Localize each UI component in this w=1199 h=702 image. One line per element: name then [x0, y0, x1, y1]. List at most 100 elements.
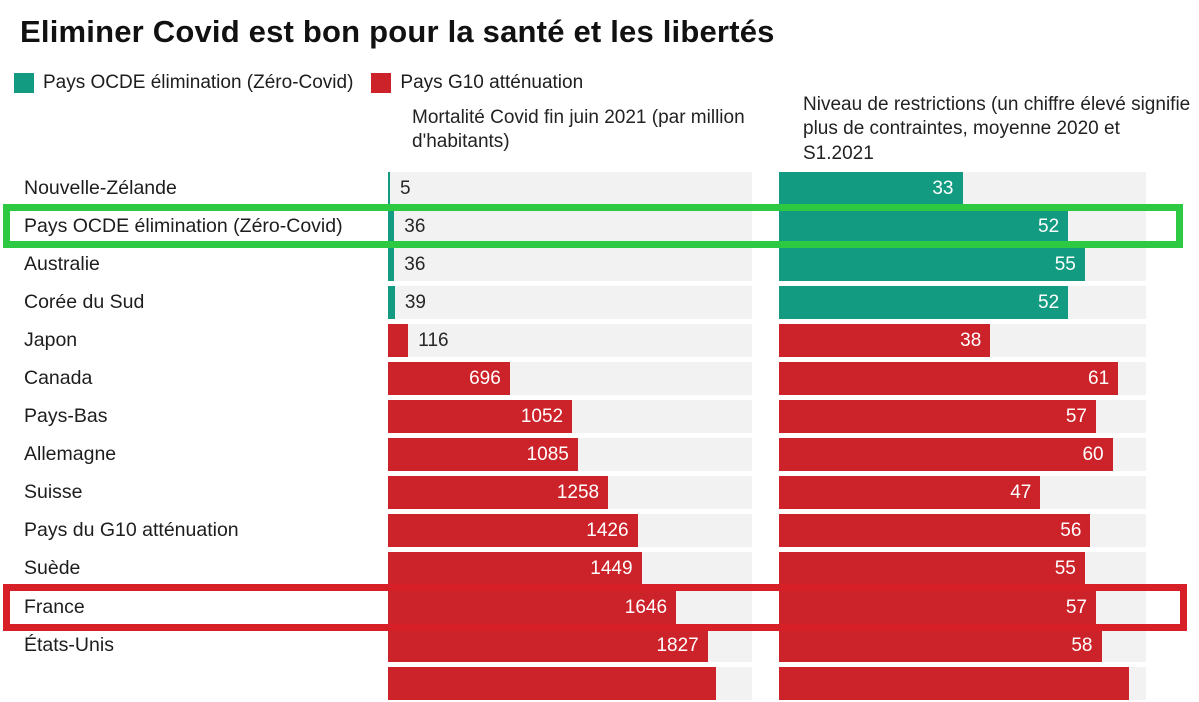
- mortality-value: 1258: [556, 482, 600, 504]
- restrictions-value: 52: [1038, 291, 1060, 313]
- mortality-bar: [388, 171, 390, 205]
- row-label: Nouvelle-Zélande: [24, 176, 177, 199]
- mortality-value: 1646: [624, 596, 668, 618]
- legend-label-elimination: Pays OCDE élimination (Zéro-Covid): [43, 72, 354, 93]
- row-label: Corée du Sud: [24, 290, 145, 313]
- restrictions-bar-track: 57: [779, 400, 1146, 434]
- row-label: Canada: [24, 367, 93, 390]
- mortality-bar-track: 36: [388, 209, 752, 243]
- mortality-value: 36: [404, 253, 426, 275]
- mortality-bar-track: 1827: [388, 628, 752, 662]
- row-label: Australie: [24, 252, 100, 275]
- restrictions-bar-track: 61: [779, 362, 1146, 396]
- restrictions-value: 58: [1071, 634, 1093, 656]
- restrictions-bar: 55: [779, 247, 1085, 281]
- column-header-restrictions: Niveau de restrictions (un chiffre élevé…: [803, 94, 1191, 164]
- mortality-bar: 1449: [388, 552, 642, 586]
- restrictions-value: 55: [1054, 558, 1076, 580]
- table-row: États-Unis 1827 58: [0, 626, 1199, 664]
- column-gap: [752, 362, 779, 396]
- mortality-bar-track: 1449: [388, 552, 752, 586]
- restrictions-value: 57: [1065, 596, 1087, 618]
- row-label: Pays du G10 atténuation: [24, 519, 239, 542]
- restrictions-bar-track: 38: [779, 323, 1146, 357]
- mortality-value: 36: [404, 215, 426, 237]
- mortality-bar: [388, 209, 395, 243]
- table-row: Pays-Bas 1052 57: [0, 398, 1199, 436]
- table-row: Allemagne 1085 60: [0, 436, 1199, 474]
- restrictions-value: 61: [1088, 368, 1110, 390]
- table-row: Australie 36 55: [0, 245, 1199, 283]
- mortality-value: 116: [418, 329, 449, 351]
- table-row: Nouvelle-Zélande 5 33: [0, 169, 1199, 207]
- restrictions-bar: 55: [779, 552, 1085, 586]
- table-row: France 1646 57: [0, 584, 1199, 632]
- legend-swatch-elimination-icon: [14, 73, 34, 93]
- restrictions-bar-track: 60: [779, 438, 1146, 472]
- mortality-bar-track: 696: [388, 362, 752, 396]
- restrictions-bar-track: 58: [779, 628, 1146, 662]
- table-row: Canada 696 61: [0, 359, 1199, 397]
- mortality-bar: 696: [388, 362, 510, 396]
- restrictions-value: 52: [1038, 215, 1060, 237]
- legend-swatch-attenuation-icon: [371, 73, 392, 93]
- restrictions-bar-track: 55: [779, 247, 1146, 281]
- mortality-bar: 1258: [388, 476, 609, 510]
- mortality-bar-track: 39: [388, 285, 752, 319]
- table-row: Pays OCDE élimination (Zéro-Covid) 36 52: [0, 204, 1199, 249]
- column-gap: [752, 666, 779, 700]
- mortality-value: 5: [400, 177, 411, 199]
- mortality-bar: 1646: [388, 590, 677, 624]
- row-label: Japon: [24, 328, 78, 351]
- restrictions-bar-track: 52: [779, 285, 1146, 319]
- row-label: Pays-Bas: [24, 405, 108, 428]
- mortality-bar: 1426: [388, 514, 638, 548]
- restrictions-bar-track: 47: [779, 476, 1146, 510]
- row-label: Suède: [24, 557, 81, 580]
- column-gap: [752, 285, 779, 319]
- restrictions-bar: 60: [779, 438, 1113, 472]
- mortality-value: 1426: [586, 520, 629, 542]
- column-gap: [752, 323, 779, 357]
- restrictions-bar: 47: [779, 476, 1041, 510]
- restrictions-bar: 61: [779, 362, 1119, 396]
- restrictions-value: 57: [1065, 406, 1087, 428]
- mortality-bar-track: 36: [388, 247, 752, 281]
- restrictions-bar: 57: [779, 590, 1096, 624]
- table-row: Suède 1449 55: [0, 550, 1199, 588]
- restrictions-bar: [779, 666, 1130, 700]
- restrictions-value: 33: [932, 177, 954, 199]
- table-row: Pays du G10 atténuation 1426 56: [0, 512, 1199, 550]
- column-gap: [752, 209, 779, 243]
- column-gap: [752, 247, 779, 281]
- legend-item-elimination: Pays OCDE élimination (Zéro-Covid): [14, 72, 353, 94]
- mortality-bar: 1085: [388, 438, 578, 472]
- column-gap: [752, 171, 779, 205]
- mortality-bar-track: 116: [388, 323, 752, 357]
- column-gap: [752, 476, 779, 510]
- column-header-mortality: Mortalité Covid fin juin 2021 (par milli…: [412, 107, 745, 153]
- restrictions-bar-track: [779, 666, 1146, 700]
- row-label: Pays OCDE élimination (Zéro-Covid): [24, 214, 343, 237]
- restrictions-value: 56: [1060, 520, 1082, 542]
- mortality-bar: [388, 666, 717, 700]
- table-row: Suisse 1258 47: [0, 474, 1199, 512]
- table-row: Japon 116 38: [0, 321, 1199, 359]
- legend-label-attenuation: Pays G10 atténuation: [400, 72, 584, 93]
- chart-rows: Nouvelle-Zélande 5 33 Pays OCDE élimination…: [0, 169, 1199, 702]
- restrictions-bar: 52: [779, 209, 1069, 243]
- mortality-bar-track: 1646: [388, 590, 752, 624]
- restrictions-bar: 57: [779, 400, 1096, 434]
- table-row: Corée du Sud 39 52: [0, 283, 1199, 321]
- column-gap: [752, 514, 779, 548]
- mortality-value: 1827: [656, 634, 699, 656]
- mortality-bar-track: 1052: [388, 400, 752, 434]
- restrictions-value: 55: [1054, 253, 1076, 275]
- mortality-bar-track: [388, 666, 752, 700]
- row-label: États-Unis: [24, 633, 114, 656]
- row-label: Allemagne: [24, 443, 117, 466]
- mortality-bar: [388, 247, 395, 281]
- mortality-value: 39: [404, 291, 426, 313]
- legend: Pays OCDE élimination (Zéro-Covid) Pays …: [14, 72, 601, 94]
- restrictions-value: 38: [960, 329, 982, 351]
